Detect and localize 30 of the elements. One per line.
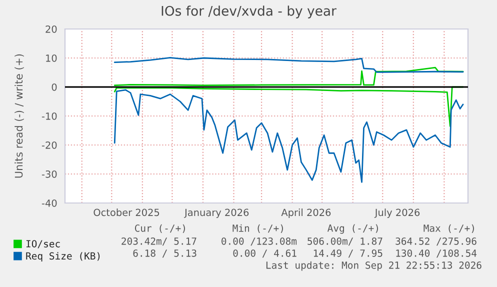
line-series: [114, 57, 464, 73]
text: Max (-/+): [424, 224, 474, 233]
text: 130.40 /108.54: [396, 249, 477, 258]
chart-title: IOs for /dev/xvda - by year: [162, 6, 336, 18]
y-tick-label: 0: [52, 83, 57, 91]
text: Last update: Mon Sep 21 22:55:13 2026: [266, 261, 482, 271]
text: 6.18 / 5.13: [133, 249, 196, 258]
x-tick-label: July 2026: [374, 208, 420, 218]
text: 364.52 /275.96: [396, 237, 476, 246]
text: 0.00 /123.08m: [222, 237, 297, 246]
y-tick-label: 20: [46, 25, 57, 33]
line-series: [114, 89, 464, 183]
text: Cur (-/+): [134, 224, 185, 233]
y-tick-label: -40: [42, 199, 57, 207]
y-tick-label: -20: [42, 141, 57, 149]
y-tick-label: -10: [42, 112, 57, 120]
legend-label: IO/sec: [26, 240, 60, 248]
y-tick-label: -30: [42, 170, 57, 178]
x-tick-label: October 2025: [94, 208, 160, 216]
text: Min (-/+): [232, 224, 283, 233]
y-axis-title: Units read (-) / write (+): [14, 54, 24, 178]
text: 203.42m/ 5.17: [122, 237, 196, 246]
text: 14.49 / 7.95: [314, 249, 382, 258]
text: Avg (-/+): [328, 224, 378, 234]
text: 506.00m/ 1.87: [308, 237, 382, 246]
y-tick-label: 10: [46, 54, 57, 62]
text: 0.00 / 4.61: [233, 249, 296, 258]
legend-label: Req Size (KB): [26, 252, 100, 262]
x-tick-label: January 2026: [184, 208, 249, 218]
x-tick-label: April 2026: [281, 208, 331, 218]
